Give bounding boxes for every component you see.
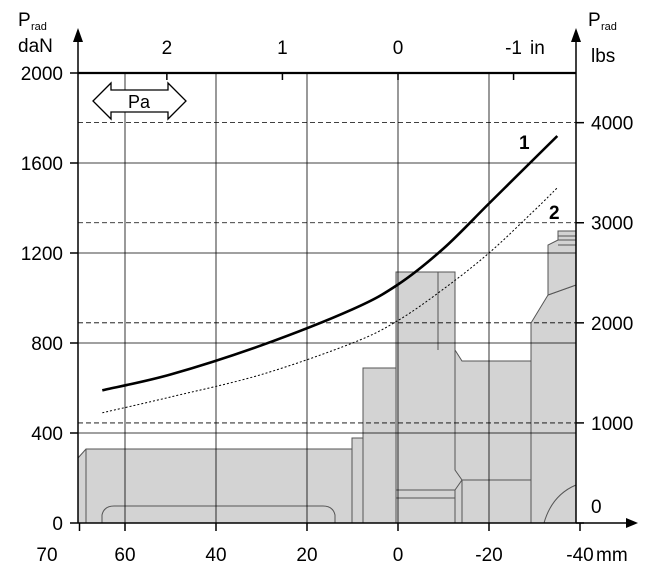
left-tick-label: 1200 <box>21 244 63 265</box>
right-tick-label: 4000 <box>591 114 633 135</box>
right-axis-title-p: P <box>588 10 601 31</box>
axes <box>70 28 638 531</box>
left-axis-title-p: P <box>18 10 31 31</box>
bottom-tick-label: 60 <box>114 545 135 566</box>
profile-line <box>543 484 577 524</box>
pa-double-arrow: Pa <box>92 81 187 121</box>
left-tick-label: 2000 <box>21 64 63 85</box>
top-axis-unit: in <box>530 38 545 59</box>
left-axis-title-sub: rad <box>31 21 47 33</box>
profile-line <box>454 479 532 523</box>
bearing-cross-section-drawing <box>77 230 577 524</box>
top-tick-label: -1 <box>505 38 522 59</box>
grid-lines <box>78 73 576 523</box>
right-tick-label: 2000 <box>591 314 633 335</box>
right-tick-label: 0 <box>591 497 602 518</box>
bottom-axis-arrow <box>626 518 638 528</box>
profile-line <box>101 505 336 523</box>
bottom-tick-label: 20 <box>296 545 317 566</box>
bottom-tick-label: 0 <box>393 545 404 566</box>
curve-1 <box>101 135 559 392</box>
curve-2 <box>102 187 558 414</box>
profile-shape <box>547 239 577 296</box>
left-tick-label: 800 <box>31 334 63 355</box>
curve-1-label: 1 <box>519 133 530 154</box>
top-tick-label: 2 <box>162 38 173 59</box>
bottom-axis-unit: mm <box>596 545 628 566</box>
profile-shape <box>362 367 397 524</box>
curve-2-label: 2 <box>549 203 560 224</box>
bottom-tick-label: 40 <box>205 545 226 566</box>
right-axis-title: P rad lbs <box>588 10 617 67</box>
profile-shape <box>77 448 353 524</box>
bottom-tick-label: -20 <box>475 545 502 566</box>
right-axis-arrow <box>571 28 581 42</box>
profile-shape <box>395 271 577 524</box>
left-axis-arrow <box>73 28 83 42</box>
top-tick-label: 1 <box>277 38 288 59</box>
pa-label: Pa <box>128 92 151 112</box>
profile-shape <box>351 437 364 524</box>
right-axis-title-sub: rad <box>601 21 617 33</box>
right-tick-label: 3000 <box>591 214 633 235</box>
left-tick-label: 0 <box>52 514 63 535</box>
left-tick-label: 1600 <box>21 154 63 175</box>
left-axis-unit: daN <box>18 36 53 57</box>
left-axis-title: P rad daN <box>18 10 53 57</box>
left-tick-label: 400 <box>31 424 63 445</box>
right-axis-unit: lbs <box>591 46 615 67</box>
bottom-tick-label: -40 <box>566 545 593 566</box>
top-tick-label: 0 <box>393 38 404 59</box>
curves <box>101 135 559 414</box>
profile-line <box>454 350 463 523</box>
bottom-tick-label: 70 <box>36 545 57 566</box>
right-tick-label: 1000 <box>591 414 633 435</box>
